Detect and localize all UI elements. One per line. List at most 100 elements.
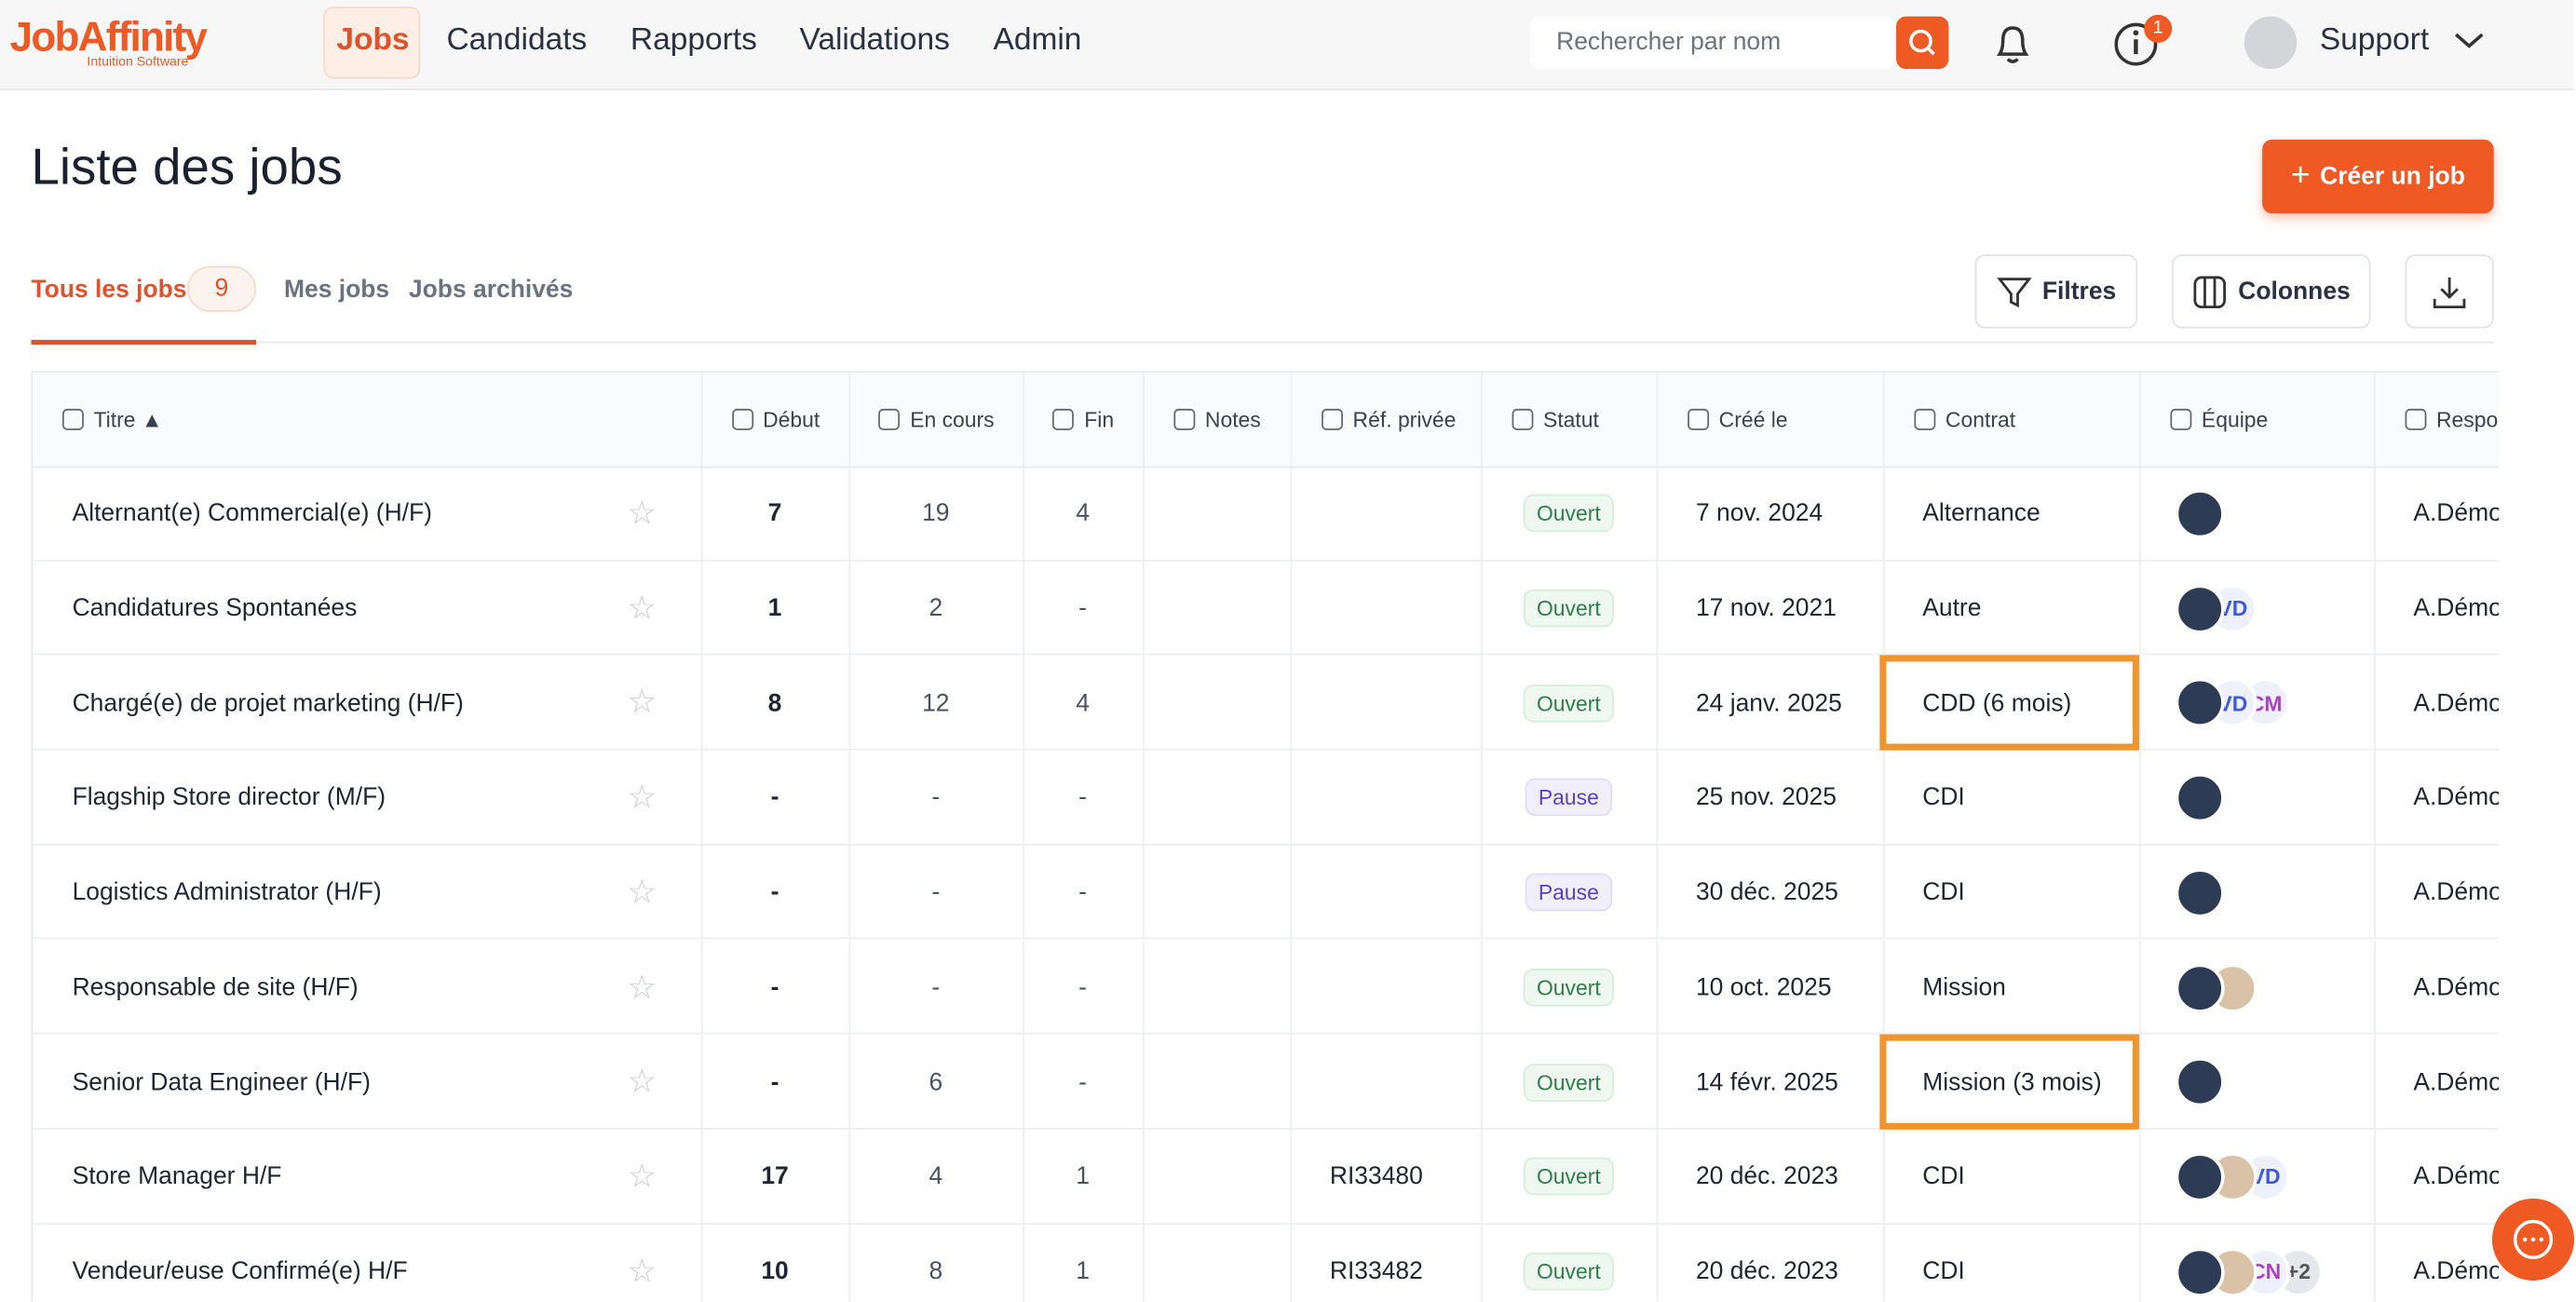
row[interactable] xyxy=(33,1035,2499,1130)
logo[interactable]: JobAffinity xyxy=(9,14,208,61)
chat-button[interactable] xyxy=(2491,1198,2575,1281)
cell-title: Candidatures Spontanées xyxy=(33,561,700,656)
cell-text: CDI xyxy=(1922,1257,1965,1286)
cell-contrat: CDI xyxy=(1883,1224,2139,1302)
chevron[interactable] xyxy=(2453,30,2486,53)
plus-icon: + xyxy=(2290,157,2311,195)
cell-text: - xyxy=(931,973,941,1002)
tab[interactable]: Tous les jobs xyxy=(31,276,187,305)
column-header[interactable]: Statut xyxy=(1481,373,1657,467)
col-divider xyxy=(1290,845,1293,941)
column-header[interactable]: Contrat xyxy=(1882,373,2139,467)
row[interactable] xyxy=(33,656,2499,751)
filter-button[interactable]: Filtres xyxy=(1974,254,2138,329)
tab[interactable]: Mes jobs xyxy=(283,276,390,305)
col-divider xyxy=(1023,1034,1024,1130)
col-divider xyxy=(700,1224,703,1302)
cell-contrat: Mission xyxy=(1883,940,2139,1035)
row[interactable] xyxy=(33,561,2499,657)
page-title: Liste des jobs xyxy=(31,138,343,196)
user-avatar[interactable] xyxy=(2244,16,2298,70)
cell-statut: Pause xyxy=(1481,845,1657,940)
col-divider xyxy=(1023,561,1024,657)
cell-text: Vendeur/euse Confirmé(e) H/F xyxy=(72,1257,408,1286)
row[interactable] xyxy=(33,751,2499,846)
search-box[interactable] xyxy=(1529,16,1895,70)
star-icon[interactable]: ☆ xyxy=(627,969,658,1006)
cell-text: 6 xyxy=(929,1067,943,1096)
col-divider xyxy=(848,845,851,941)
tab[interactable]: Jobs archivés xyxy=(408,276,574,305)
cell-fin: - xyxy=(1023,940,1143,1035)
column-header[interactable]: En cours xyxy=(848,373,1023,467)
cell-contrat: CDI xyxy=(1883,751,2139,846)
cell-text: 7 nov. 2024 xyxy=(1695,499,1824,528)
nav-item[interactable]: Jobs xyxy=(336,22,410,58)
nav-item[interactable]: Rapports xyxy=(630,22,757,58)
team-photo xyxy=(2175,489,2225,539)
col-divider xyxy=(1656,940,1659,1035)
user-name[interactable]: Support xyxy=(2319,22,2430,58)
column-label: Titre ▲ xyxy=(93,407,163,432)
row[interactable] xyxy=(33,940,2499,1035)
col-divider xyxy=(1481,561,1483,657)
nav-item[interactable]: Candidats xyxy=(446,22,588,58)
column-header[interactable]: Créé le xyxy=(1656,373,1883,467)
col-divider xyxy=(1142,561,1145,657)
column-header[interactable]: Notes xyxy=(1142,373,1291,467)
status-pill: Ouvert xyxy=(1523,495,1614,533)
column-header[interactable]: Équipe xyxy=(2138,373,2374,467)
row[interactable] xyxy=(33,467,2499,562)
star-icon[interactable]: ☆ xyxy=(627,780,658,817)
column-header[interactable]: Respon xyxy=(2374,373,2499,467)
star-icon[interactable]: ☆ xyxy=(627,1159,658,1196)
col-divider xyxy=(1142,466,1145,562)
cell-text: 20 déc. 2023 xyxy=(1695,1257,1838,1286)
logo-sub: Intuition Software xyxy=(87,54,189,70)
col-divider xyxy=(1481,845,1483,941)
col-divider xyxy=(848,1034,851,1130)
cell-cree: 10 oct. 2025 xyxy=(1657,940,1883,1035)
cell-ref: RI33480 xyxy=(1291,1130,1481,1225)
cell-responsable: A.Démo xyxy=(2413,688,2499,717)
nav-item[interactable]: Admin xyxy=(993,22,1082,58)
cell-cree: 17 nov. 2021 xyxy=(1657,561,1883,656)
columns-button[interactable]: Colonnes xyxy=(2172,254,2371,329)
star-icon[interactable]: ☆ xyxy=(627,1064,658,1101)
column-header[interactable]: Début xyxy=(700,373,849,467)
cell-text: Flagship Store director (M/F) xyxy=(72,783,386,812)
column-header[interactable]: Titre ▲ xyxy=(33,373,700,466)
col-divider xyxy=(1290,1224,1293,1302)
nav-item[interactable]: Validations xyxy=(799,22,950,58)
info-icon[interactable] xyxy=(2113,20,2162,69)
search-button[interactable] xyxy=(1896,16,1949,70)
cell-responsable: A.Démo xyxy=(2413,878,2499,907)
star-icon[interactable]: ☆ xyxy=(627,1254,658,1290)
column-label: Respon xyxy=(2435,407,2499,432)
col-divider xyxy=(2374,845,2376,941)
col-divider xyxy=(1023,466,1024,562)
cell-fin: - xyxy=(1023,845,1143,940)
star-icon[interactable]: ☆ xyxy=(627,685,658,722)
column-header[interactable]: Réf. privée xyxy=(1290,373,1481,467)
row[interactable] xyxy=(33,845,2499,941)
cell-en-cours: - xyxy=(848,751,1023,846)
tab-underline xyxy=(31,339,256,346)
col-divider xyxy=(1023,845,1024,941)
cell-fin: - xyxy=(1023,751,1143,846)
cell-text: 17 xyxy=(761,1162,789,1191)
cell-fin: 4 xyxy=(1023,467,1143,562)
col-divider xyxy=(700,940,703,1035)
create-button[interactable]: + Créer un job xyxy=(2262,139,2494,214)
column-header[interactable]: Fin xyxy=(1023,373,1143,467)
row[interactable] xyxy=(33,1130,2499,1225)
star-icon[interactable]: ☆ xyxy=(627,875,658,911)
download-button[interactable] xyxy=(2405,254,2494,329)
bell-icon[interactable] xyxy=(1990,20,2036,69)
cell-title: Alternant(e) Commercial(e) (H/F) xyxy=(33,467,700,562)
col-divider xyxy=(1481,750,1483,846)
star-icon[interactable]: ☆ xyxy=(627,590,658,627)
cell-text: - xyxy=(770,783,780,812)
star-icon[interactable]: ☆ xyxy=(627,495,658,533)
col-divider xyxy=(1656,1034,1659,1130)
